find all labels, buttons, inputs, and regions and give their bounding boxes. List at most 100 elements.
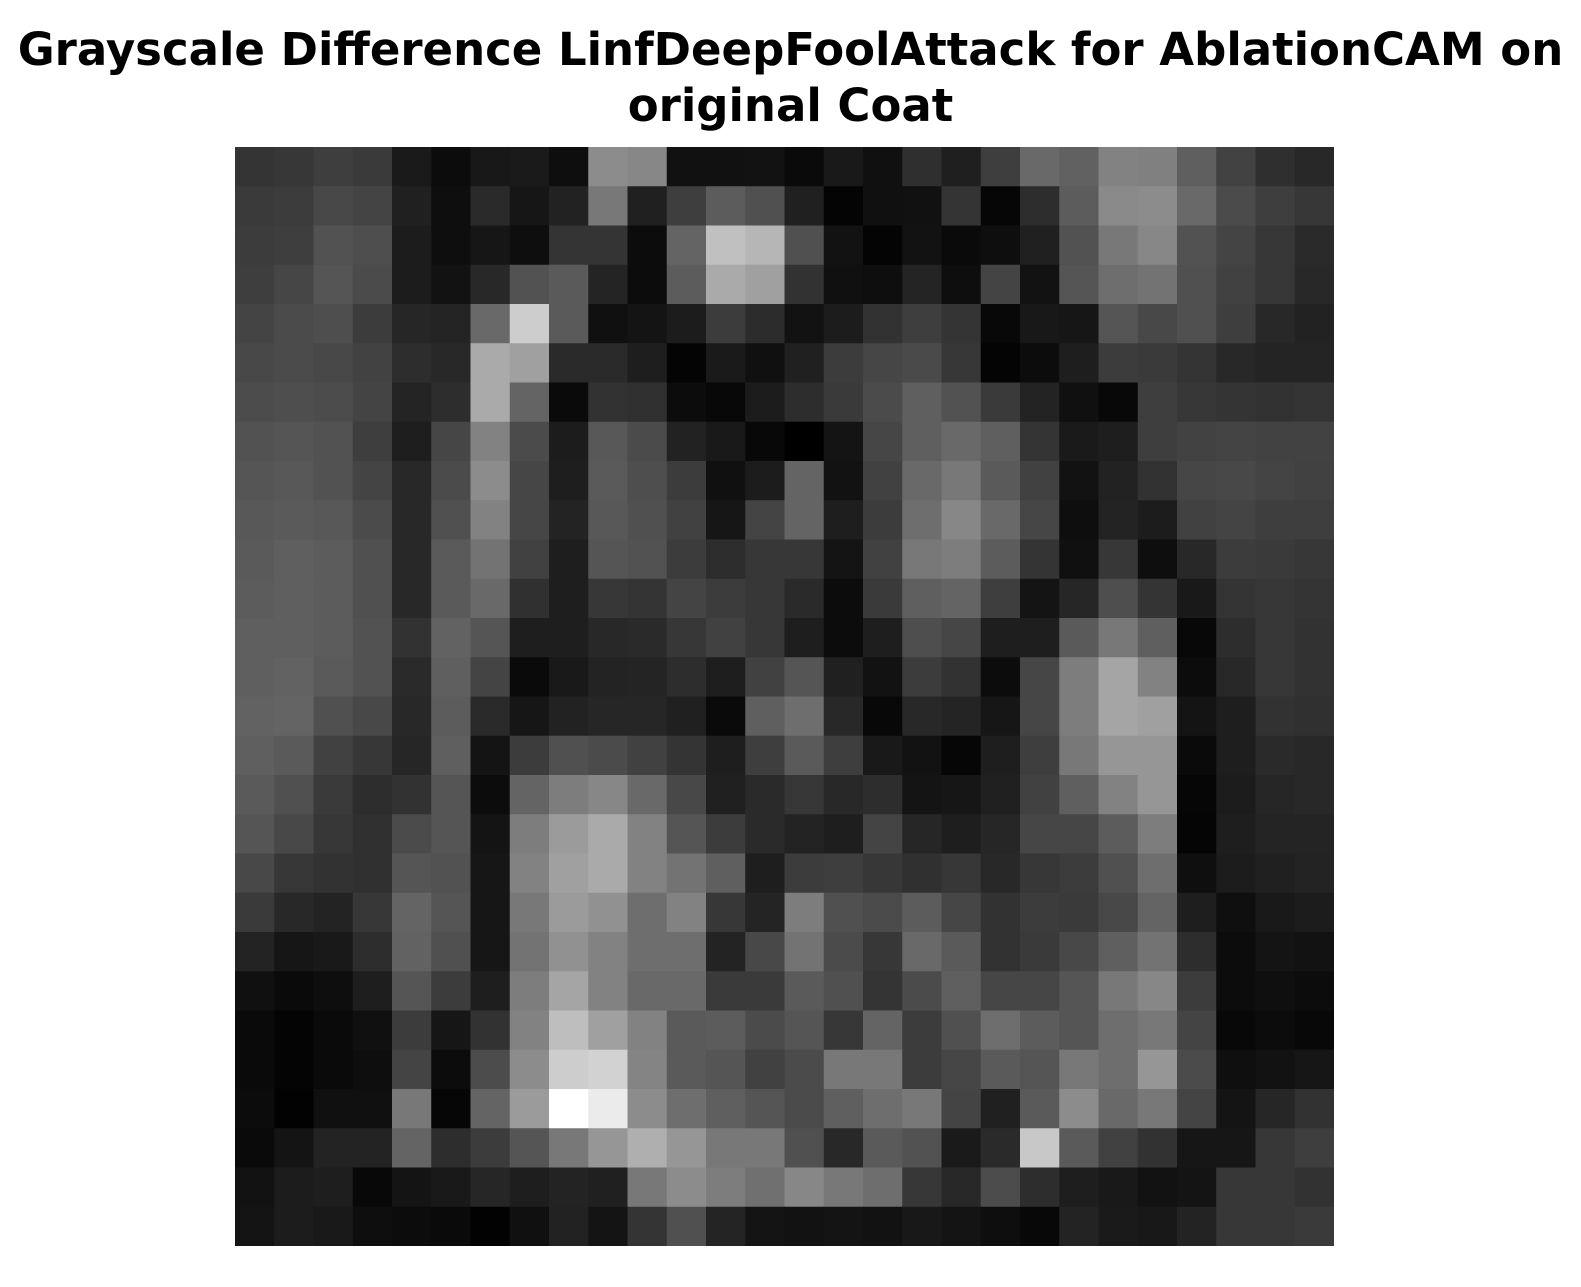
heatmap-cell — [313, 814, 354, 855]
heatmap-cell — [1137, 1206, 1178, 1246]
heatmap-cell — [784, 421, 825, 462]
heatmap-cell — [627, 147, 668, 187]
heatmap-cell — [1216, 814, 1257, 855]
heatmap-cell — [1177, 1049, 1217, 1090]
heatmap-cell — [431, 1049, 472, 1090]
heatmap-cell — [1137, 1089, 1178, 1129]
heatmap-cell — [1020, 539, 1060, 580]
heatmap-cell — [588, 343, 629, 384]
heatmap-cell — [1255, 1089, 1296, 1129]
heatmap-cell — [1216, 500, 1257, 541]
heatmap-cell — [627, 500, 668, 541]
heatmap-cell — [313, 343, 354, 384]
heatmap-cell — [784, 147, 825, 187]
heatmap-cell — [1255, 343, 1296, 384]
heatmap-cell — [431, 421, 472, 462]
heatmap-cell — [509, 618, 550, 658]
heatmap-cell — [1098, 1167, 1139, 1208]
heatmap-cell — [235, 421, 275, 462]
heatmap-cell — [823, 421, 864, 462]
heatmap-cell — [706, 618, 746, 658]
heatmap-cell — [352, 892, 393, 933]
heatmap-cell — [1137, 147, 1178, 187]
heatmap-plot-area — [235, 147, 1334, 1246]
heatmap-cell — [980, 264, 1021, 305]
heatmap-cell — [1137, 853, 1178, 894]
heatmap-cell — [941, 1128, 982, 1169]
heatmap-cell — [902, 971, 943, 1012]
heatmap-cell — [274, 1206, 315, 1246]
heatmap-cell — [1098, 618, 1139, 658]
heatmap-cell — [1255, 186, 1296, 227]
heatmap-cell — [823, 1010, 864, 1051]
heatmap-cell — [1137, 775, 1178, 815]
heatmap-cell — [745, 892, 786, 933]
heatmap-cell — [745, 1049, 786, 1090]
heatmap-cell — [470, 618, 511, 658]
heatmap-cell — [392, 618, 432, 658]
heatmap-cell — [431, 657, 472, 698]
heatmap-cell — [588, 539, 629, 580]
heatmap-cell — [1098, 932, 1139, 972]
heatmap-cell — [941, 343, 982, 384]
heatmap-cell — [980, 461, 1021, 501]
heatmap-cell — [549, 971, 589, 1012]
heatmap-cell — [745, 421, 786, 462]
heatmap-cell — [902, 892, 943, 933]
heatmap-cell — [784, 1206, 825, 1246]
heatmap-cell — [941, 1010, 982, 1051]
heatmap-cell — [1216, 1167, 1257, 1208]
heatmap-cell — [980, 735, 1021, 776]
heatmap-cell — [352, 1167, 393, 1208]
heatmap-cell — [1137, 971, 1178, 1012]
heatmap-cell — [549, 147, 589, 187]
heatmap-cell — [1059, 421, 1100, 462]
heatmap-cell — [509, 971, 550, 1012]
heatmap-cell — [509, 304, 550, 344]
heatmap-cell — [745, 971, 786, 1012]
heatmap-cell — [627, 264, 668, 305]
heatmap-cell — [784, 814, 825, 855]
heatmap-cell — [1059, 264, 1100, 305]
heatmap-cell — [706, 264, 746, 305]
heatmap-cell — [509, 814, 550, 855]
heatmap-cell — [980, 578, 1021, 619]
heatmap-cell — [784, 657, 825, 698]
heatmap-cell — [431, 1089, 472, 1129]
heatmap-cell — [1294, 775, 1334, 815]
heatmap-cell — [1177, 853, 1217, 894]
heatmap-cell — [235, 1089, 275, 1129]
heatmap-cell — [1216, 657, 1257, 698]
heatmap-cell — [745, 735, 786, 776]
heatmap-cell — [588, 382, 629, 423]
heatmap-cell — [1020, 775, 1060, 815]
heatmap-cell — [1098, 304, 1139, 344]
heatmap-cell — [863, 1206, 903, 1246]
heatmap-cell — [588, 1206, 629, 1246]
heatmap-cell — [980, 971, 1021, 1012]
heatmap-cell — [784, 735, 825, 776]
heatmap-cell — [1177, 1167, 1217, 1208]
heatmap-cell — [745, 618, 786, 658]
heatmap-cell — [745, 186, 786, 227]
heatmap-cell — [706, 461, 746, 501]
heatmap-cell — [980, 853, 1021, 894]
heatmap-cell — [392, 304, 432, 344]
heatmap-cell — [1294, 382, 1334, 423]
heatmap-cell — [1294, 1049, 1334, 1090]
heatmap-cell — [313, 892, 354, 933]
heatmap-cell — [706, 539, 746, 580]
heatmap-cell — [588, 1049, 629, 1090]
heatmap-cell — [588, 932, 629, 972]
heatmap-cell — [549, 186, 589, 227]
heatmap-cell — [1059, 382, 1100, 423]
heatmap-cell — [1020, 814, 1060, 855]
heatmap-cell — [1020, 1010, 1060, 1051]
heatmap-cell — [980, 1206, 1021, 1246]
heatmap-cell — [313, 578, 354, 619]
heatmap-cell — [313, 1206, 354, 1246]
heatmap-cell — [352, 1128, 393, 1169]
heatmap-cell — [1098, 735, 1139, 776]
heatmap-cell — [627, 1167, 668, 1208]
heatmap-cell — [1098, 578, 1139, 619]
